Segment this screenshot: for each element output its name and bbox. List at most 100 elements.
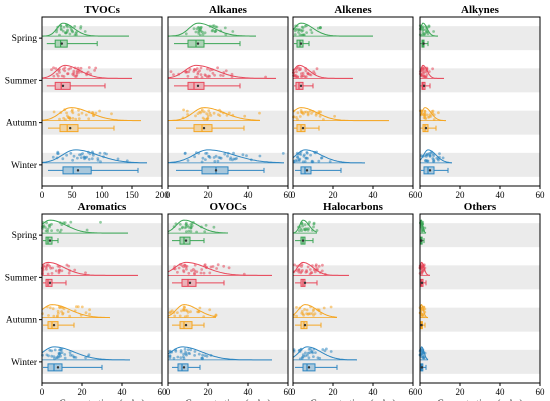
data-point: [215, 25, 219, 29]
data-point: [212, 225, 216, 229]
data-point: [201, 357, 205, 361]
panel-title: Alkynes: [461, 4, 500, 16]
mean-marker: [52, 323, 56, 327]
y-tick-label: Spring: [12, 231, 38, 241]
data-point: [211, 68, 214, 71]
panel-title: Alkanes: [209, 4, 248, 16]
data-point: [208, 111, 212, 115]
data-point: [58, 348, 61, 352]
data-point: [230, 72, 234, 76]
panel-title: TVOCs: [84, 4, 121, 16]
data-point: [420, 229, 424, 232]
data-point: [224, 69, 228, 73]
data-point: [421, 348, 425, 352]
data-point: [178, 263, 182, 266]
data-point: [296, 118, 299, 121]
data-point: [189, 310, 192, 314]
data-point: [53, 348, 57, 352]
data-point: [441, 156, 445, 160]
data-point: [44, 229, 48, 233]
data-point: [205, 112, 209, 116]
data-point: [258, 111, 261, 115]
data-point: [312, 347, 316, 351]
x-tick-label: 200: [155, 190, 169, 200]
data-point: [230, 75, 234, 79]
data-point: [187, 229, 191, 233]
season-band: [420, 349, 540, 374]
data-point: [299, 150, 303, 154]
data-point: [295, 116, 298, 119]
data-point: [304, 270, 308, 274]
data-point: [295, 24, 299, 28]
data-point: [227, 266, 231, 270]
data-point: [212, 111, 216, 115]
data-point: [310, 112, 313, 115]
data-point: [73, 25, 77, 28]
mean-marker: [420, 239, 423, 242]
mean-marker: [428, 169, 432, 172]
data-point: [193, 350, 197, 353]
data-point: [202, 271, 206, 275]
data-point: [322, 306, 326, 310]
data-point: [205, 266, 208, 269]
data-point: [200, 268, 204, 271]
data-point: [58, 117, 61, 121]
data-point: [84, 156, 87, 160]
data-point: [197, 26, 200, 29]
data-point: [231, 113, 235, 117]
data-point: [216, 263, 220, 267]
y-tick-label: Summer: [5, 273, 38, 283]
x-tick-label: 20: [204, 387, 214, 397]
data-point: [172, 73, 175, 76]
data-point: [242, 272, 246, 276]
data-point: [75, 305, 78, 309]
panel-alkynes: Alkynes 0 20 40 60: [418, 4, 545, 200]
data-point: [73, 66, 77, 70]
data-point: [281, 152, 285, 155]
data-point: [77, 108, 80, 112]
season-band: [42, 307, 162, 332]
data-point: [320, 156, 323, 160]
data-point: [99, 160, 102, 164]
x-tick-label: 40: [244, 190, 254, 200]
data-point: [116, 157, 120, 161]
data-point: [300, 263, 304, 267]
data-point: [301, 353, 305, 356]
data-point: [76, 66, 80, 70]
data-point: [425, 69, 429, 72]
data-point: [195, 270, 199, 274]
data-point: [303, 153, 306, 157]
data-point: [200, 160, 204, 164]
data-point: [61, 306, 64, 310]
data-point: [62, 25, 66, 29]
data-point: [300, 29, 304, 33]
data-point: [216, 159, 220, 163]
data-point: [228, 158, 232, 161]
data-point: [89, 72, 92, 76]
x-axis-label: Concentrations (ppbv): [310, 398, 395, 401]
data-point: [328, 160, 332, 163]
data-point: [295, 70, 298, 74]
data-point: [202, 110, 206, 114]
data-point: [224, 33, 228, 36]
x-tick-label: 60: [536, 387, 546, 397]
data-point: [193, 155, 197, 159]
data-point: [176, 311, 179, 314]
data-point: [227, 111, 231, 115]
data-point: [110, 112, 113, 116]
data-point: [426, 30, 429, 34]
data-point: [243, 114, 247, 118]
data-point: [168, 354, 172, 357]
x-tick-label: 0: [291, 190, 296, 200]
season-band: [420, 68, 540, 93]
data-point: [176, 355, 180, 359]
data-point: [437, 157, 440, 161]
data-point: [203, 354, 207, 357]
data-point: [306, 72, 310, 76]
data-point: [264, 75, 267, 79]
data-point: [423, 112, 426, 116]
data-point: [46, 272, 50, 276]
data-point: [302, 33, 306, 37]
data-point: [425, 73, 429, 76]
season-band: [420, 307, 540, 332]
